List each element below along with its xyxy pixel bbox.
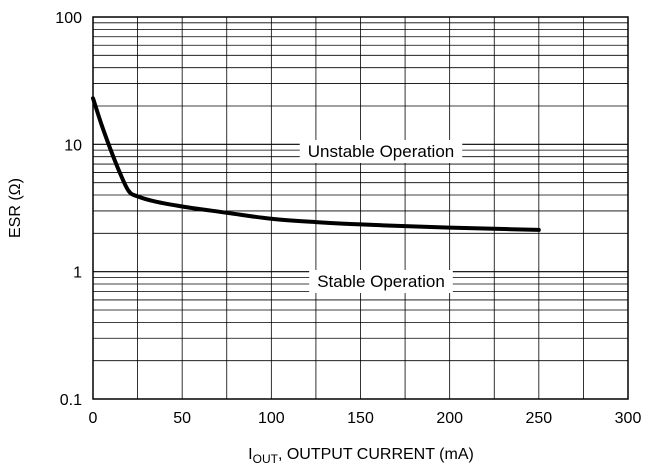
y-tick-labels: 0.1 1 10 100 <box>55 10 82 409</box>
region-label-background <box>309 270 453 293</box>
x-tick-label: 150 <box>347 410 374 427</box>
x-tick-label: 250 <box>525 410 552 427</box>
x-tick-label: 50 <box>173 410 191 427</box>
grid <box>93 17 628 399</box>
x-tick-label: 200 <box>436 410 463 427</box>
region-label-background <box>299 140 463 163</box>
y-tick-label: 10 <box>64 137 82 154</box>
x-tick-label: 300 <box>615 410 642 427</box>
x-axis-title: IOUT, OUTPUT CURRENT (mA) <box>248 446 474 466</box>
x-axis-title-subscript: OUT <box>253 452 279 466</box>
x-tick-labels: 0 50 100 150 200 250 300 <box>89 410 642 427</box>
esr-curve <box>91 96 541 232</box>
x-tick-label: 0 <box>89 410 98 427</box>
x-axis-title-rest: , OUTPUT CURRENT (mA) <box>278 446 474 463</box>
label-backgrounds <box>299 140 463 293</box>
y-tick-label: 1 <box>73 265 82 282</box>
stable-region-label: Stable Operation <box>317 272 445 291</box>
y-axis-title: ESR (Ω) <box>7 178 24 238</box>
y-tick-label: 100 <box>55 10 82 27</box>
x-axis-title-main: I <box>248 446 252 463</box>
plot-frame <box>92 16 629 400</box>
x-tick-label: 100 <box>258 410 285 427</box>
y-tick-label: 0.1 <box>60 392 82 409</box>
unstable-region-label: Unstable Operation <box>308 142 454 161</box>
